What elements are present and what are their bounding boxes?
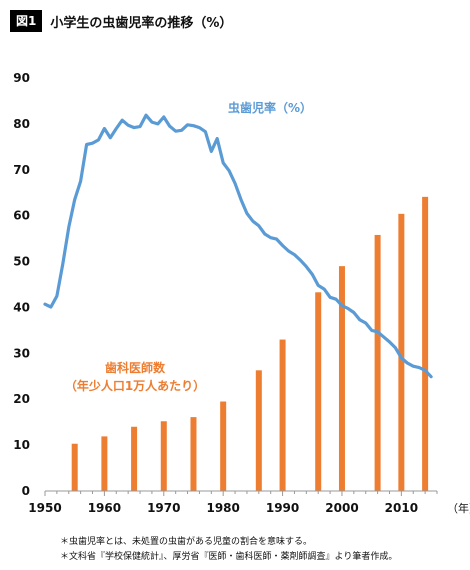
footnote-1: ＊虫歯児率とは、未処置の虫歯がある児童の割合を意味する。 [60,537,313,547]
bar [131,426,138,491]
y-tick-label: 70 [13,163,30,177]
x-tick-label: 1950 [28,501,61,515]
line-path [43,113,433,379]
bar [279,339,286,491]
x-tick-labels: 1950 1960 1970 1980 1990 2000 2010 [28,501,418,515]
x-tick-label: 1970 [147,501,180,515]
bar [255,370,262,491]
bar [374,234,381,491]
x-tick-label: 1990 [266,501,299,515]
y-tick-label: 90 [13,71,30,85]
bar-series-label-line1: 歯科医師数 [105,360,166,375]
bar [220,401,227,491]
x-axis [44,490,438,496]
line-series-label: 虫歯児率（%） [228,100,312,115]
x-tick-label: 1960 [88,501,121,515]
y-tick-label: 40 [13,300,30,314]
x-tick-label: 2000 [325,501,358,515]
x-tick-label: 2010 [385,501,418,515]
y-tick-label: 30 [13,346,30,360]
bar-series-label-line2: （年少人口1万人あたり） [65,378,205,393]
figure-header: 図1 小学生の虫歯児率の推移（%） [10,10,232,32]
bar [71,443,78,491]
x-tick-label: 1980 [206,501,239,515]
y-tick-label: 80 [13,117,30,131]
line-series [43,113,433,379]
y-tick-label: 20 [13,392,30,406]
bar [101,436,108,491]
y-tick-label: 10 [13,438,30,452]
bar [422,196,429,491]
y-tick-label: 60 [13,209,30,223]
figure-title: 小学生の虫歯児率の推移（%） [50,15,233,31]
figure-badge: 図1 [10,10,43,32]
chart-area: 0 10 20 30 40 50 60 70 80 90 1950 1960 1970 1980 1990… [13,71,470,515]
footnotes: ＊虫歯児率とは、未処置の虫歯がある児童の割合を意味する。 ＊文科省『学校保健統計… [60,535,397,565]
x-axis-unit: （年） [447,501,470,515]
bar [315,292,322,491]
y-tick-label: 50 [13,255,30,269]
bar-series [71,196,429,491]
bar [398,213,405,491]
bar [190,417,197,491]
y-tick-label: 0 [22,484,30,498]
bar [338,266,345,491]
footnote-2: ＊文科省『学校保健統計』、厚労省『医師・歯科医師・薬剤師調査』より筆者作成。 [60,552,398,562]
y-axis: 0 10 20 30 40 50 60 70 80 90 [13,71,30,498]
bar [160,421,167,491]
